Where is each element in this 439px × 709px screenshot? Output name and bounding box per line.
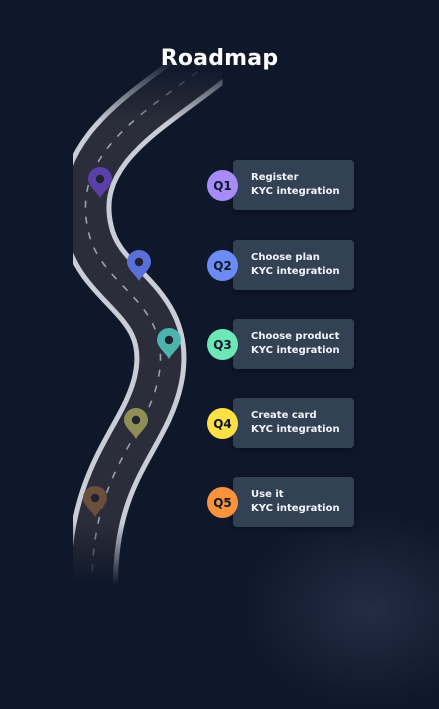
step-title: Register <box>251 172 299 183</box>
step-subtitle: KYC integration <box>251 266 340 277</box>
step-title: Create card <box>251 410 317 421</box>
step-card: Choose plan KYC integration <box>233 240 354 290</box>
road-illustration <box>59 36 236 611</box>
location-pin-icon <box>88 167 112 198</box>
step-card: Choose product KYC integration <box>233 319 354 369</box>
quarter-badge: Q3 <box>207 329 238 360</box>
step-title: Use it <box>251 489 284 500</box>
step-card: Register KYC integration <box>233 160 354 210</box>
quarter-badge: Q2 <box>207 250 238 281</box>
step-subtitle: KYC integration <box>251 503 340 514</box>
location-pin-icon <box>157 328 181 359</box>
road-center-line <box>84 61 211 586</box>
step-title: Choose plan <box>251 252 320 263</box>
step-title: Choose product <box>251 331 340 342</box>
step-card: Create card KYC integration <box>233 398 354 448</box>
step-card: Use it KYC integration <box>233 477 354 527</box>
quarter-badge: Q4 <box>207 408 238 439</box>
step-subtitle: KYC integration <box>251 345 340 356</box>
step-subtitle: KYC integration <box>251 186 340 197</box>
quarter-badge: Q5 <box>207 487 238 518</box>
location-pin-icon <box>83 486 107 517</box>
location-pin-icon <box>124 408 148 439</box>
step-subtitle: KYC integration <box>251 424 340 435</box>
location-pin-icon <box>127 250 151 281</box>
quarter-badge: Q1 <box>207 170 238 201</box>
